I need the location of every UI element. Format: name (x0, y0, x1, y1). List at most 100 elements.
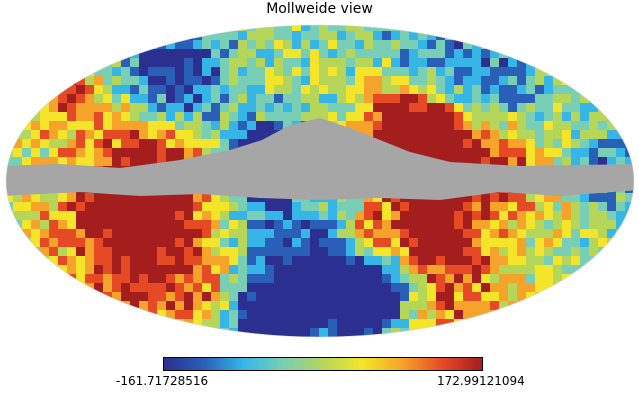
sky-pixel (148, 139, 158, 149)
sky-pixel (481, 31, 491, 41)
sky-pixel (409, 256, 419, 266)
sky-pixel (220, 292, 230, 302)
sky-pixel (445, 256, 455, 266)
sky-pixel (274, 94, 284, 104)
sky-pixel (625, 337, 635, 347)
sky-pixel (6, 94, 14, 104)
sky-pixel (256, 247, 266, 257)
sky-pixel (310, 220, 320, 230)
sky-pixel (310, 103, 320, 113)
sky-pixel (418, 229, 428, 239)
sky-pixel (436, 76, 446, 86)
sky-pixel (31, 49, 41, 59)
sky-pixel (76, 292, 86, 302)
sky-pixel (229, 211, 239, 221)
sky-pixel (481, 76, 491, 86)
sky-pixel (400, 130, 410, 140)
sky-pixel (283, 265, 293, 275)
sky-pixel (6, 238, 14, 248)
sky-pixel (364, 49, 374, 59)
sky-pixel (463, 148, 473, 158)
sky-pixel (175, 193, 185, 203)
sky-pixel (454, 238, 464, 248)
sky-pixel (310, 247, 320, 257)
sky-pixel (472, 139, 482, 149)
sky-pixel (508, 337, 518, 347)
sky-pixel (238, 139, 248, 149)
sky-pixel (346, 103, 356, 113)
sky-pixel (328, 31, 338, 41)
sky-pixel (571, 202, 581, 212)
sky-pixel (328, 283, 338, 293)
sky-pixel (607, 121, 617, 131)
sky-pixel (31, 139, 41, 149)
sky-pixel (103, 157, 113, 167)
sky-pixel (418, 292, 428, 302)
sky-pixel (580, 193, 590, 203)
sky-pixel (166, 220, 176, 230)
sky-pixel (121, 319, 131, 329)
sky-pixel (148, 211, 158, 221)
sky-pixel (328, 103, 338, 113)
sky-pixel (40, 283, 50, 293)
sky-pixel (112, 211, 122, 221)
sky-pixel (211, 139, 221, 149)
sky-pixel (490, 220, 500, 230)
sky-pixel (553, 301, 563, 311)
sky-pixel (625, 157, 634, 167)
sky-pixel (418, 238, 428, 248)
sky-pixel (472, 337, 482, 347)
sky-pixel (490, 31, 500, 41)
sky-pixel (283, 40, 293, 50)
sky-pixel (481, 238, 491, 248)
sky-pixel (454, 220, 464, 230)
sky-pixel (31, 283, 41, 293)
sky-pixel (265, 337, 275, 347)
sky-pixel (454, 328, 464, 337)
sky-pixel (472, 58, 482, 68)
sky-pixel (607, 157, 617, 167)
sky-pixel (463, 238, 473, 248)
sky-pixel (463, 112, 473, 122)
sky-pixel (103, 220, 113, 230)
sky-pixel (418, 265, 428, 275)
sky-pixel (157, 292, 167, 302)
sky-pixel (76, 202, 86, 212)
sky-pixel (634, 211, 639, 221)
sky-pixel (229, 283, 239, 293)
sky-pixel (526, 202, 536, 212)
sky-pixel (94, 49, 104, 59)
sky-pixel (139, 67, 149, 77)
sky-pixel (589, 139, 599, 149)
sky-pixel (103, 301, 113, 311)
sky-pixel (193, 319, 203, 329)
sky-pixel (13, 112, 23, 122)
sky-pixel (211, 148, 221, 158)
sky-pixel (319, 76, 329, 86)
sky-pixel (76, 319, 86, 329)
sky-pixel (544, 67, 554, 77)
sky-pixel (580, 265, 590, 275)
sky-pixel (22, 283, 32, 293)
sky-pixel (580, 94, 590, 104)
sky-pixel (175, 139, 185, 149)
sky-pixel (634, 31, 639, 41)
sky-pixel (175, 67, 185, 77)
sky-pixel (112, 301, 122, 311)
sky-pixel (121, 58, 131, 68)
sky-pixel (400, 112, 410, 122)
sky-pixel (157, 49, 167, 59)
sky-pixel (265, 67, 275, 77)
sky-pixel (580, 211, 590, 221)
sky-pixel (517, 40, 527, 50)
sky-pixel (202, 40, 212, 50)
sky-pixel (13, 256, 23, 266)
sky-pixel (148, 274, 158, 284)
sky-pixel (301, 256, 311, 266)
sky-pixel (427, 112, 437, 122)
sky-pixel (247, 310, 257, 320)
sky-pixel (148, 85, 158, 95)
sky-pixel (445, 121, 455, 131)
sky-pixel (427, 211, 437, 221)
sky-pixel (526, 310, 536, 320)
